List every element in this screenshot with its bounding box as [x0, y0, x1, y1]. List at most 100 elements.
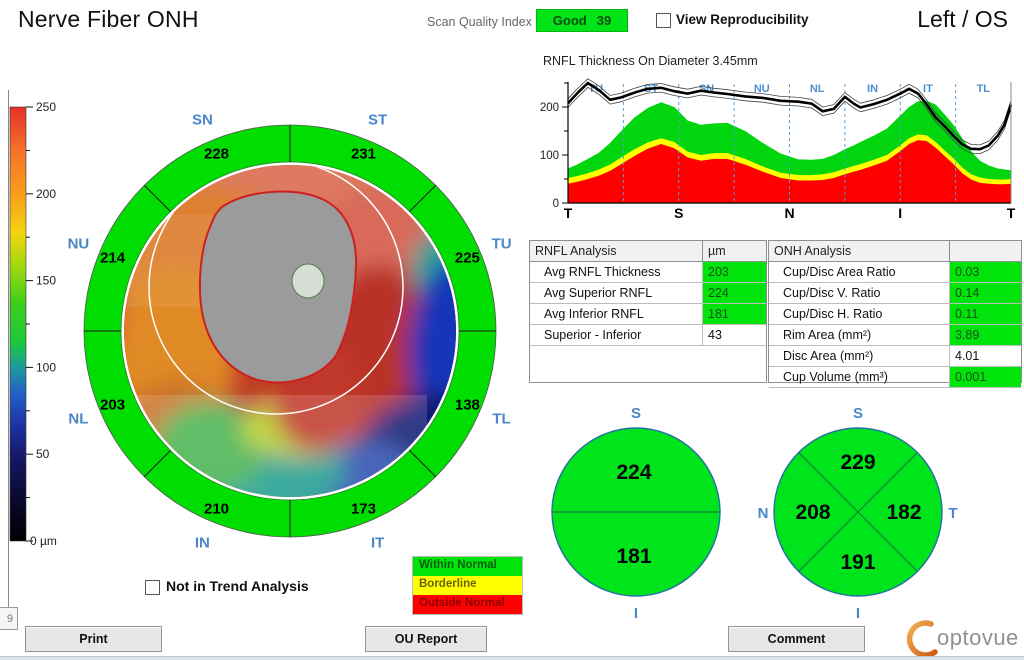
- table-row: Cup/Disc Area Ratio 0.03: [769, 262, 1021, 283]
- x-axis-label: T: [564, 205, 573, 221]
- window-bottom-edge: [0, 656, 1024, 660]
- patient-thickness-line: [567, 81, 1013, 151]
- scan-quality-status: Good: [552, 13, 587, 28]
- x-axis-label: I: [898, 205, 902, 221]
- quadrant-inferior-value: 191: [840, 551, 875, 574]
- table-row: Cup/Disc H. Ratio 0.11: [769, 304, 1021, 325]
- panel-divider: [8, 90, 9, 608]
- logo-text: optovue: [937, 625, 1019, 650]
- table-row-label: Disc Area (mm²): [783, 349, 874, 363]
- table-row-label: Avg RNFL Thickness: [544, 265, 661, 279]
- table-row-label: Superior - Inferior: [544, 328, 642, 342]
- x-axis-label: N: [784, 205, 794, 221]
- scan-quality-label: Scan Quality Index: [427, 15, 532, 29]
- table-row: Cup/Disc V. Ratio 0.14: [769, 283, 1021, 304]
- not-in-trend-checkbox[interactable]: [145, 580, 160, 595]
- confidence-upper-line: [567, 78, 1012, 146]
- onh-analysis-table: ONH Analysis Cup/Disc Area Ratio 0.03 Cup/…: [768, 240, 1022, 388]
- chart-sector-label: IT: [923, 83, 933, 95]
- x-axis-label: S: [674, 205, 683, 221]
- legend-borderline: Borderline: [413, 576, 522, 595]
- thickness-colorbar: 250 200 150 100 50 0 µm: [9, 100, 57, 548]
- onh-table-header: ONH Analysis: [769, 241, 1021, 262]
- table-row: Avg Superior RNFL 224: [530, 283, 766, 304]
- legend-within-normal: Within Normal: [413, 557, 522, 576]
- chart-sector-label: TL: [977, 83, 991, 95]
- chart-sector-label: NU: [754, 83, 770, 95]
- map-sector-value: 225: [455, 250, 480, 267]
- colorbar-tick-label: 200: [36, 187, 56, 201]
- quadrant-circle: S I N T 229 208 182 191: [758, 405, 958, 622]
- quadrant-i-label: I: [856, 605, 860, 622]
- colorbar-tick-label: 50: [36, 447, 50, 461]
- table-row-label: Cup/Disc H. Ratio: [783, 307, 883, 321]
- quadrant-t-label: T: [948, 505, 957, 522]
- table-row-value: 0.14: [949, 283, 1021, 303]
- map-sector-label: IN: [195, 535, 210, 552]
- y-tick-label: 200: [540, 102, 559, 114]
- table-row-value: 0.001: [949, 367, 1021, 387]
- map-sector-value: 228: [204, 146, 229, 163]
- chart-title: RNFL Thickness On Diameter 3.45mm: [543, 54, 758, 68]
- sector-average-circles: S I 224 181 S I N T 229 208 182 191: [551, 405, 958, 622]
- normative-legend: Within Normal Borderline Outside Normal: [412, 556, 523, 615]
- rnfl-table-header: RNFL Analysis µm: [530, 241, 766, 262]
- table-row: Disc Area (mm²) 4.01: [769, 346, 1021, 367]
- table-row: Superior - Inferior 43: [530, 325, 766, 346]
- map-sector-overlay: 231 ST 225 TU 138 TL 173 IT 210 IN 203 NL 214 NU 228 SN: [68, 111, 512, 551]
- table-row-label: Cup Volume (mm³): [783, 370, 888, 384]
- quadrant-superior-value: 229: [840, 451, 875, 474]
- table-row-value: 181: [702, 304, 766, 324]
- colorbar-tick-label: 150: [36, 274, 56, 288]
- quadrant-temporal-value: 182: [886, 501, 921, 524]
- comment-button[interactable]: Comment: [728, 626, 865, 652]
- map-sector-label: TU: [492, 235, 512, 252]
- scan-quality-badge: Good 39: [536, 9, 628, 32]
- map-sector-label: NU: [68, 235, 90, 252]
- map-sector-label: SN: [192, 111, 213, 128]
- map-sector-label: TL: [492, 411, 510, 428]
- quadrant-nasal-value: 208: [795, 501, 830, 524]
- page-title: Nerve Fiber ONH: [18, 6, 199, 32]
- ring-sector-divider: [143, 450, 171, 478]
- confidence-lower-line: [567, 86, 1012, 154]
- ring-sector-divider: [143, 184, 171, 212]
- rnfl-table-title: RNFL Analysis: [535, 244, 617, 258]
- chart-sector-label: IN: [867, 83, 878, 95]
- x-axis-label: T: [1007, 205, 1016, 221]
- rnfl-analysis-table: RNFL Analysis µm Avg RNFL Thickness 203 Av…: [529, 240, 767, 383]
- onh-table-title: ONH Analysis: [774, 244, 852, 258]
- ou-report-button[interactable]: OU Report: [365, 626, 487, 652]
- optovue-logo: optovue: [906, 620, 1019, 658]
- colorbar-tick-label: 100: [36, 360, 56, 374]
- chart-sector-label: NL: [810, 83, 825, 95]
- table-row: Cup Volume (mm³) 0.001: [769, 367, 1021, 388]
- corner-badge: 9: [0, 607, 18, 630]
- view-reproducibility-label: View Reproducibility: [676, 12, 809, 27]
- table-row: Avg RNFL Thickness 203: [530, 262, 766, 283]
- table-row-label: Avg Inferior RNFL: [544, 307, 644, 321]
- colorbar-tick-label: 250: [36, 100, 56, 114]
- table-row-value: 4.01: [949, 346, 1021, 366]
- table-row-value: 203: [702, 262, 766, 282]
- table-row-label: Cup/Disc Area Ratio: [783, 265, 896, 279]
- map-sector-label: ST: [368, 111, 387, 128]
- onh-table-unit: [949, 241, 1021, 261]
- table-row-value: 224: [702, 283, 766, 303]
- y-tick-label: 100: [540, 150, 559, 162]
- colorbar-zero-label: 0 µm: [30, 534, 57, 548]
- print-button[interactable]: Print: [25, 626, 162, 652]
- view-reproducibility-checkbox[interactable]: [656, 13, 671, 28]
- optic-disc-outline: [198, 190, 358, 384]
- map-sector-value: 231: [351, 146, 376, 163]
- quadrant-s-label: S: [853, 405, 863, 422]
- y-tick-label: 0: [553, 198, 559, 210]
- table-row-value: 3.89: [949, 325, 1021, 345]
- table-row-value: 43: [702, 325, 766, 345]
- table-row-label: Avg Superior RNFL: [544, 286, 653, 300]
- ring-sector-divider: [409, 184, 437, 212]
- map-sector-value: 173: [351, 500, 376, 517]
- hemisphere-inferior-value: 181: [616, 545, 651, 568]
- map-sector-value: 210: [204, 500, 229, 517]
- map-sector-value: 138: [455, 396, 480, 413]
